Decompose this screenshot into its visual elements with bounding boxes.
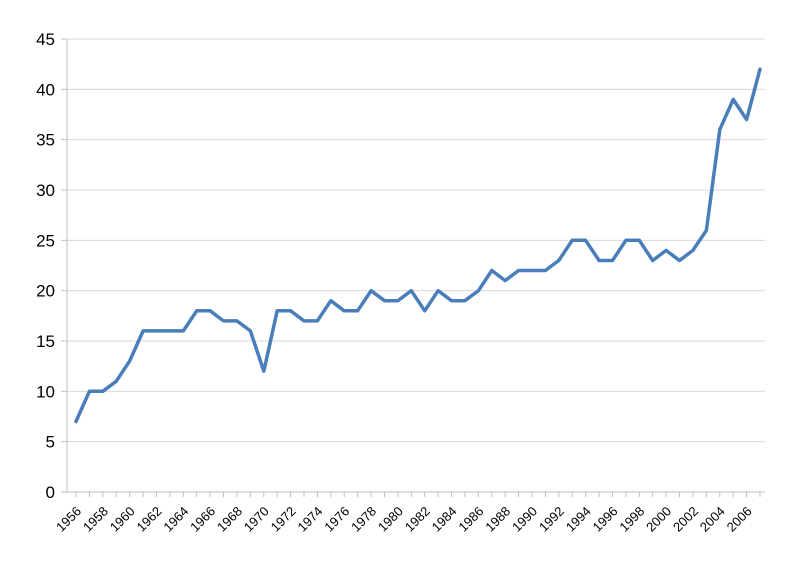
x-tick-label: 2004 [697,504,728,535]
x-tick-label: 2006 [724,504,755,535]
x-tick-label: 1988 [482,504,513,535]
y-axis-ticks: 0 5 10 15 20 25 30 35 40 45 [36,30,67,502]
x-tick-label: 1992 [536,504,567,535]
x-tick-label: 1976 [321,504,352,535]
y-tick-label: 40 [36,80,55,99]
x-tick-label: 1960 [107,504,138,535]
x-tick-label: 1998 [616,504,647,535]
y-tick-label: 20 [36,282,55,301]
x-tick-label: 1982 [402,504,433,535]
y-tick-label: 25 [36,231,55,250]
data-points [75,69,761,422]
x-axis-ticks: 1956195819601962196419661968197019721974… [53,492,761,535]
y-tick-label: 45 [36,30,55,49]
x-tick-label: 1974 [294,504,325,535]
x-tick-label: 2002 [670,504,701,535]
y-tick-label: 5 [46,433,55,452]
x-tick-label: 1996 [590,504,621,535]
x-tick-label: 1970 [241,504,272,535]
y-tick-label: 35 [36,131,55,150]
y-tick-label: 10 [36,382,55,401]
x-tick-label: 1964 [160,504,191,535]
x-tick-label: 1962 [134,504,165,535]
x-tick-label: 1990 [509,504,540,535]
x-tick-label: 2000 [643,504,674,535]
x-tick-label: 1984 [429,504,460,535]
x-tick-label: 1972 [268,504,299,535]
x-tick-label: 1958 [80,504,111,535]
y-tick-label: 30 [36,181,55,200]
y-tick-label: 0 [46,483,55,502]
gridlines [67,38,765,443]
x-tick-label: 1968 [214,504,245,535]
x-tick-label: 1966 [187,504,218,535]
x-tick-label: 1980 [375,504,406,535]
x-tick-label: 1994 [563,504,594,535]
x-tick-label: 1956 [53,504,84,535]
x-tick-label: 1978 [348,504,379,535]
x-tick-label: 1986 [455,504,486,535]
series-line [74,67,762,424]
y-tick-label: 15 [36,332,55,351]
